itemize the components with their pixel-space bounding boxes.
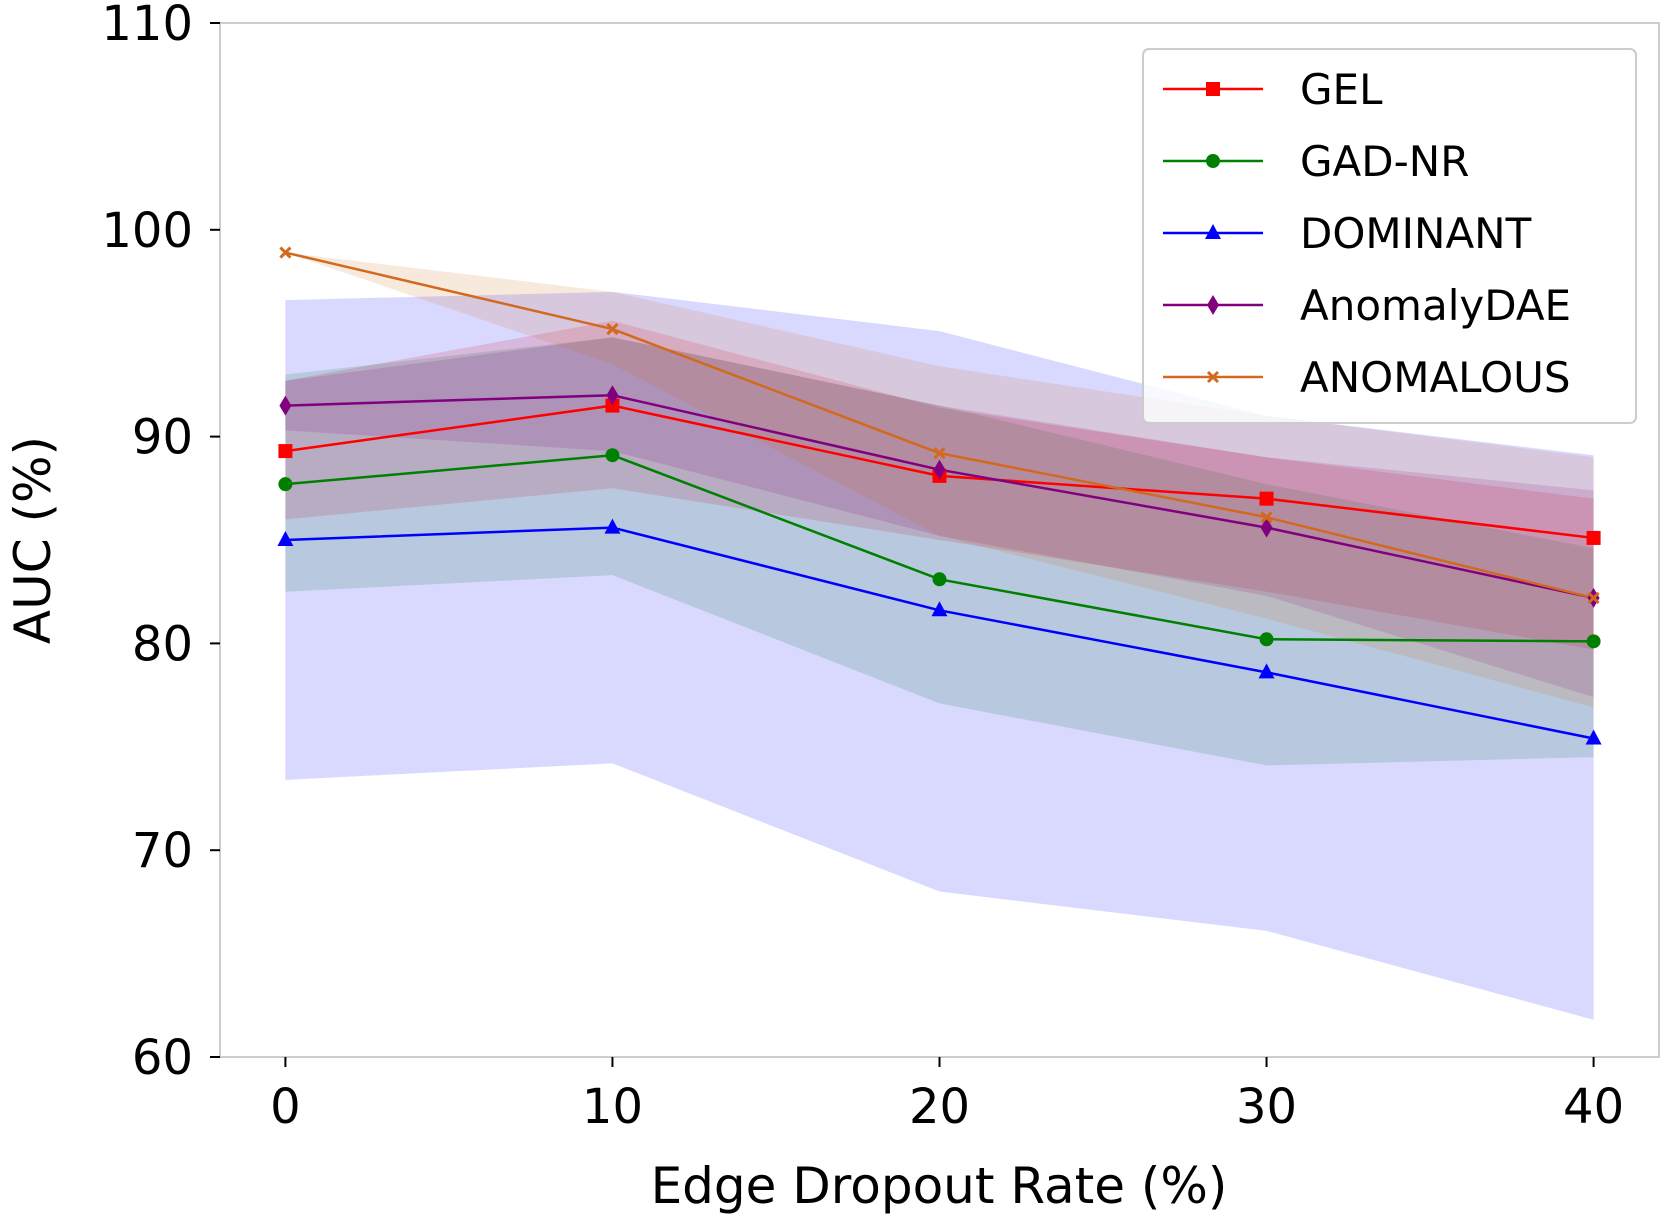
- legend-box: [1142, 48, 1637, 424]
- point-anomalydae-10: [606, 385, 619, 406]
- x-axis-title: Edge Dropout Rate (%): [651, 1157, 1228, 1215]
- x-axis-ticks: 0 10 20 30 40: [270, 1057, 1624, 1135]
- series-markers: [277, 246, 1602, 745]
- legend-label-dominant: DOMINANT: [1300, 209, 1532, 258]
- point-dominant-20: [931, 601, 948, 617]
- y-tick-label-90: 90: [132, 410, 193, 466]
- point-gel-10: [605, 398, 620, 413]
- point-anomalous-10: [606, 323, 619, 336]
- point-anomalydae-20: [933, 459, 946, 480]
- x-tick-label-20: 20: [909, 1079, 970, 1135]
- legend-marker-gel: [1206, 82, 1220, 96]
- legend-label-gad-nr: GAD-NR: [1300, 137, 1469, 186]
- point-anomalous-20: [933, 447, 946, 460]
- y-axis-title: AUC (%): [4, 436, 62, 644]
- point-dominant-0: [277, 531, 294, 546]
- point-gel-40: [1586, 530, 1601, 545]
- x-tick-label-30: 30: [1236, 1079, 1297, 1135]
- legend-marker-anomalydae: [1207, 295, 1219, 315]
- legend-marker-dominant: [1205, 224, 1221, 239]
- y-tick-label-70: 70: [132, 823, 193, 879]
- legend-marker-gad-nr: [1206, 154, 1220, 168]
- point-dominant-10: [604, 518, 621, 534]
- point-gad-nr-20: [932, 572, 947, 587]
- legend: GEL GAD-NR DOMINANT AnomalyDAE ANOMALOUS: [1142, 48, 1637, 424]
- band-gad-nr: [285, 337, 1594, 766]
- point-anomalous-30: [1260, 511, 1273, 524]
- legend-label-anomalous: ANOMALOUS: [1300, 353, 1571, 402]
- x-tick-label-0: 0: [270, 1079, 301, 1135]
- legend-marker-anomalous: [1206, 370, 1220, 384]
- point-anomalydae-30: [1260, 517, 1273, 538]
- point-dominant-30: [1258, 663, 1275, 679]
- band-dominant: [285, 291, 1594, 1020]
- y-axis-ticks: 60 70 80 90 100 110: [101, 0, 220, 1086]
- point-gad-nr-30: [1259, 632, 1274, 647]
- point-dominant-40: [1585, 729, 1602, 745]
- x-tick-label-40: 40: [1563, 1079, 1624, 1135]
- y-tick-label-80: 80: [132, 616, 193, 672]
- confidence-bands: [285, 252, 1594, 1020]
- x-tick-label-10: 10: [582, 1079, 643, 1135]
- band-anomalydae: [285, 337, 1594, 698]
- y-tick-label-100: 100: [101, 203, 193, 259]
- y-tick-label-60: 60: [132, 1030, 193, 1086]
- point-anomalous-0: [279, 246, 292, 259]
- legend-label-gel: GEL: [1300, 65, 1383, 114]
- point-gel-0: [278, 444, 293, 459]
- point-gad-nr-0: [278, 477, 293, 492]
- y-tick-label-110: 110: [101, 0, 193, 52]
- legend-label-anomalydae: AnomalyDAE: [1300, 281, 1571, 330]
- point-anomalous-40: [1587, 591, 1600, 604]
- point-gel-30: [1259, 491, 1274, 506]
- point-gad-nr-40: [1586, 634, 1601, 649]
- point-gad-nr-10: [605, 448, 620, 463]
- point-anomalydae-0: [279, 395, 292, 416]
